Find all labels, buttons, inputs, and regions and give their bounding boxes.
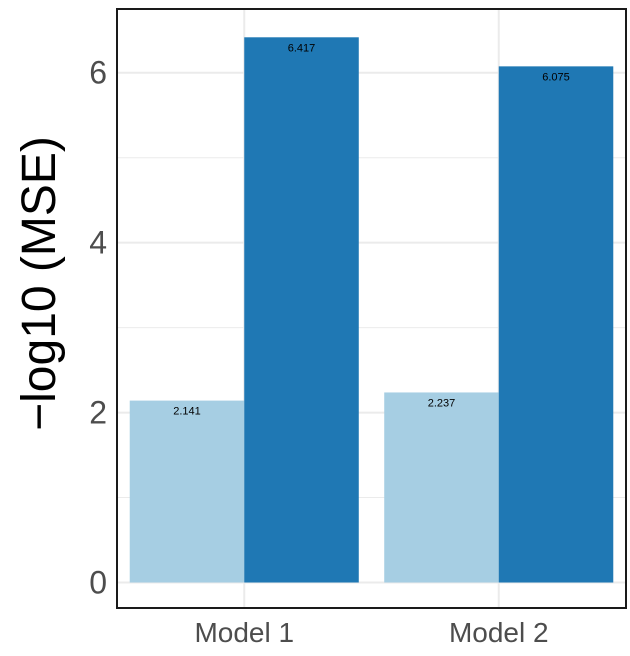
- y-tick-label: 0: [89, 565, 107, 601]
- x-tick-labels: Model 1 Model 2: [194, 617, 548, 648]
- bar-model-2-series-1: [384, 392, 499, 583]
- bars: [129, 37, 614, 583]
- data-label: 6.417: [288, 42, 316, 54]
- y-axis-title: −log10 (MSE): [13, 136, 66, 431]
- data-label: 2.237: [428, 397, 456, 409]
- bar-model-2-series-2: [498, 66, 614, 583]
- x-tick-label: Model 2: [449, 617, 549, 648]
- data-labels: 2.141 2.237 6.417 6.075: [173, 42, 570, 417]
- bar-model-1-series-2: [244, 37, 359, 583]
- y-tick-label: 2: [89, 395, 107, 431]
- data-label: 2.141: [173, 406, 201, 418]
- y-tick-label: 4: [89, 225, 107, 261]
- data-label: 6.075: [542, 71, 570, 83]
- y-tick-labels: 0 2 4 6: [89, 55, 107, 601]
- bar-model-1-series-1: [129, 400, 245, 583]
- x-tick-label: Model 1: [194, 617, 294, 648]
- panel-border: [116, 8, 627, 609]
- y-tick-label: 6: [89, 55, 107, 91]
